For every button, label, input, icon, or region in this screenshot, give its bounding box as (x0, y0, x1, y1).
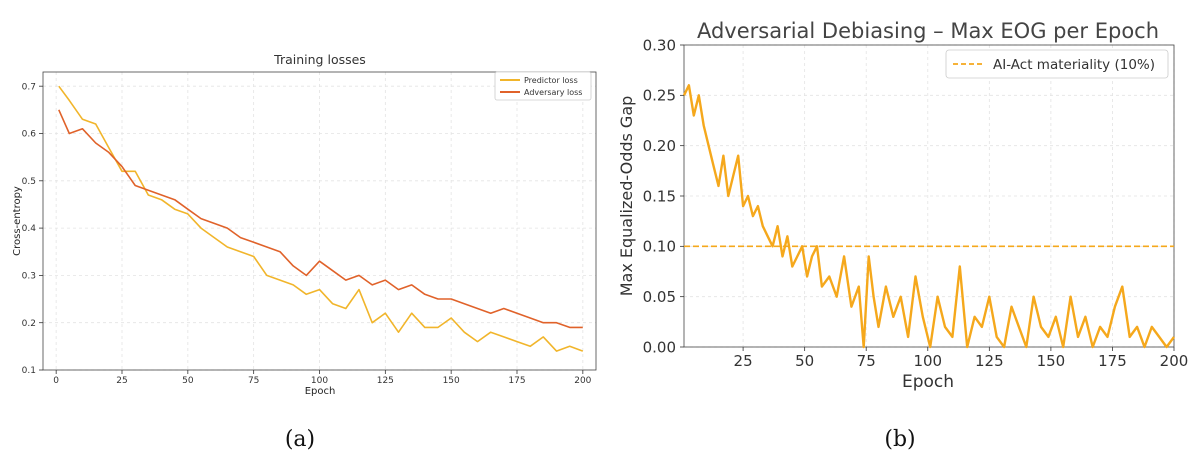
panel-b-gridlines (684, 44, 1175, 348)
y-tick-label: 0.25 (643, 87, 676, 105)
panel-a-legend: Predictor loss Adversary loss (494, 71, 592, 101)
panel-b-legend: AI-Act materiality (10%) (945, 49, 1169, 79)
panel-b-legend-box (945, 49, 1169, 79)
y-tick-label: 0.4 (22, 224, 37, 234)
x-tick-label: 50 (182, 376, 194, 386)
panel-b-xlabel: Epoch (902, 372, 954, 392)
panel-b-series (682, 84, 1175, 349)
x-tick-label: 50 (795, 352, 814, 370)
y-tick-label: 0.15 (643, 187, 676, 205)
panel-b-ticks: 25 50 75 100 125 150 175 200 0.00 0.05 0.10 0.15 0.2… (643, 36, 1189, 370)
x-tick-label: 175 (508, 376, 525, 386)
panel-a-gridlines (43, 72, 596, 371)
series-line-1 (58, 109, 583, 329)
panel-b-max-eog: Adversarial Debiasing – Max EOG per Epoc… (617, 19, 1188, 392)
panel-a-training-losses: Training losses 0 25 50 75 100 125 150 175 200 0.… (12, 52, 597, 397)
x-tick-label: 150 (1037, 352, 1066, 370)
panel-b-title: Adversarial Debiasing – Max EOG per Epoc… (697, 19, 1159, 43)
y-tick-label: 0.10 (643, 238, 676, 256)
panel-a-ylabel: Cross-entropy (12, 186, 23, 256)
y-tick-label: 0.00 (643, 338, 676, 356)
x-tick-label: 175 (1098, 352, 1127, 370)
x-tick-label: 25 (116, 376, 127, 386)
x-tick-label: 200 (1160, 352, 1189, 370)
x-tick-label: 75 (857, 352, 876, 370)
x-tick-label: 200 (574, 376, 591, 386)
legend-label-adversary: Adversary loss (524, 88, 582, 97)
panel-a-title: Training losses (273, 52, 366, 67)
y-tick-label: 0.5 (22, 177, 36, 187)
panel-a-series (58, 85, 584, 352)
caption-a: (a) (285, 427, 315, 452)
caption-b: (b) (884, 427, 915, 452)
y-tick-label: 0.6 (22, 130, 37, 140)
y-tick-label: 0.3 (22, 272, 36, 282)
legend-label-threshold: AI-Act materiality (10%) (993, 57, 1155, 73)
x-tick-label: 25 (734, 352, 753, 370)
y-tick-label: 0.7 (22, 82, 36, 92)
y-tick-label: 0.30 (643, 36, 676, 54)
x-tick-label: 125 (975, 352, 1004, 370)
x-tick-label: 150 (443, 376, 460, 386)
y-tick-label: 0.20 (643, 137, 676, 155)
y-tick-label: 0.1 (22, 366, 36, 376)
legend-label-predictor: Predictor loss (524, 76, 578, 85)
y-tick-label: 0.05 (643, 288, 676, 306)
x-tick-label: 0 (53, 376, 59, 386)
panel-a-ticks: 0 25 50 75 100 125 150 175 200 0.1 0.2 0.3 0.4 0.5 0.6… (22, 82, 592, 386)
panel-b-ylabel: Max Equalized-Odds Gap (617, 96, 636, 297)
x-tick-label: 125 (377, 376, 394, 386)
series-line-0 (682, 84, 1175, 349)
x-tick-label: 100 (311, 376, 328, 386)
y-tick-label: 0.2 (22, 319, 36, 329)
x-tick-label: 75 (248, 376, 259, 386)
panel-a-xlabel: Epoch (305, 386, 336, 397)
series-line-0 (58, 85, 584, 352)
x-tick-label: 100 (913, 352, 942, 370)
